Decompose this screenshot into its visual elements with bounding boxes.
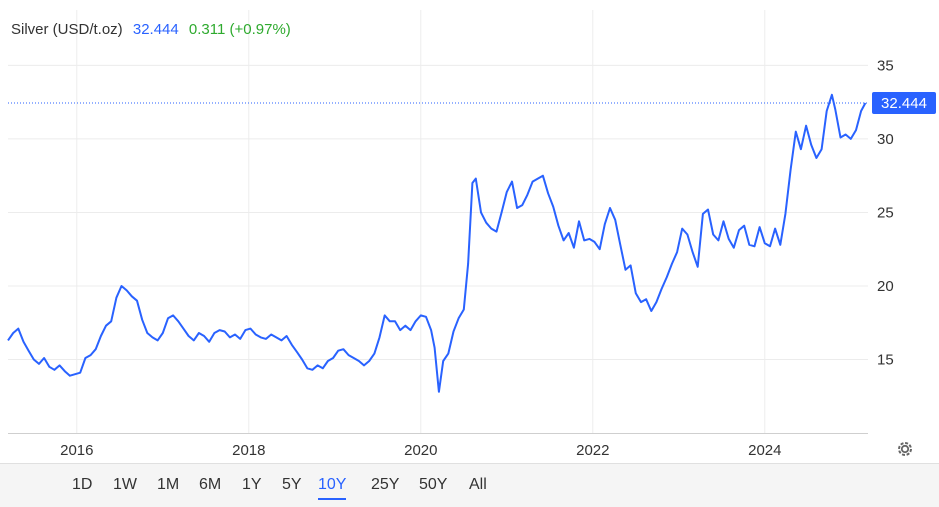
last-value-badge-bg: [872, 91, 936, 114]
range-1y-button[interactable]: 1Y: [242, 476, 262, 498]
y-tick-label: 35: [877, 57, 894, 74]
range-all-button[interactable]: All: [469, 476, 487, 498]
y-tick-label: 30: [877, 131, 894, 148]
last-value-badge: 32.444: [872, 91, 936, 114]
range-selector: 1D 1W 1M 6M 1Y 5Y 10Y 25Y 50Y All: [0, 463, 939, 507]
price-change: 0.311 (+0.97%): [188, 21, 291, 38]
range-1m-button[interactable]: 1M: [157, 476, 179, 498]
range-50y-button[interactable]: 50Y: [419, 476, 447, 498]
range-5y-button[interactable]: 5Y: [282, 476, 302, 498]
x-tick-label: 2016: [60, 442, 93, 459]
range-6m-button[interactable]: 6M: [199, 476, 221, 498]
y-tick-label: 20: [877, 278, 894, 295]
gear-icon[interactable]: [895, 439, 915, 459]
tick-labels: 15 20 25 30 35 2016 2018 2020 2022 2024: [60, 57, 894, 459]
x-tick-label: 2022: [576, 442, 609, 459]
grid-layer: [8, 10, 868, 433]
chart-area: 15 20 25 30 35 2016 2018 2020 2022 2024 32.444: [7, 10, 936, 459]
y-tick-label: 15: [877, 351, 894, 368]
x-tick-label: 2024: [748, 442, 781, 459]
last-price: 32.444: [132, 21, 179, 38]
range-1w-button[interactable]: 1W: [113, 476, 137, 498]
last-value-label: 32.444: [881, 95, 927, 112]
instrument-header: Silver (USD/t.oz) 32.444 0.311 (+0.97%): [11, 21, 297, 38]
series-line-silver: [7, 93, 867, 393]
instrument-name: Silver (USD/t.oz): [11, 21, 123, 38]
range-1d-button[interactable]: 1D: [72, 476, 92, 498]
x-tick-label: 2018: [232, 442, 265, 459]
range-25y-button[interactable]: 25Y: [371, 476, 399, 498]
x-tick-label: 2020: [404, 442, 437, 459]
y-tick-label: 25: [877, 204, 894, 221]
range-10y-button[interactable]: 10Y: [318, 476, 347, 500]
